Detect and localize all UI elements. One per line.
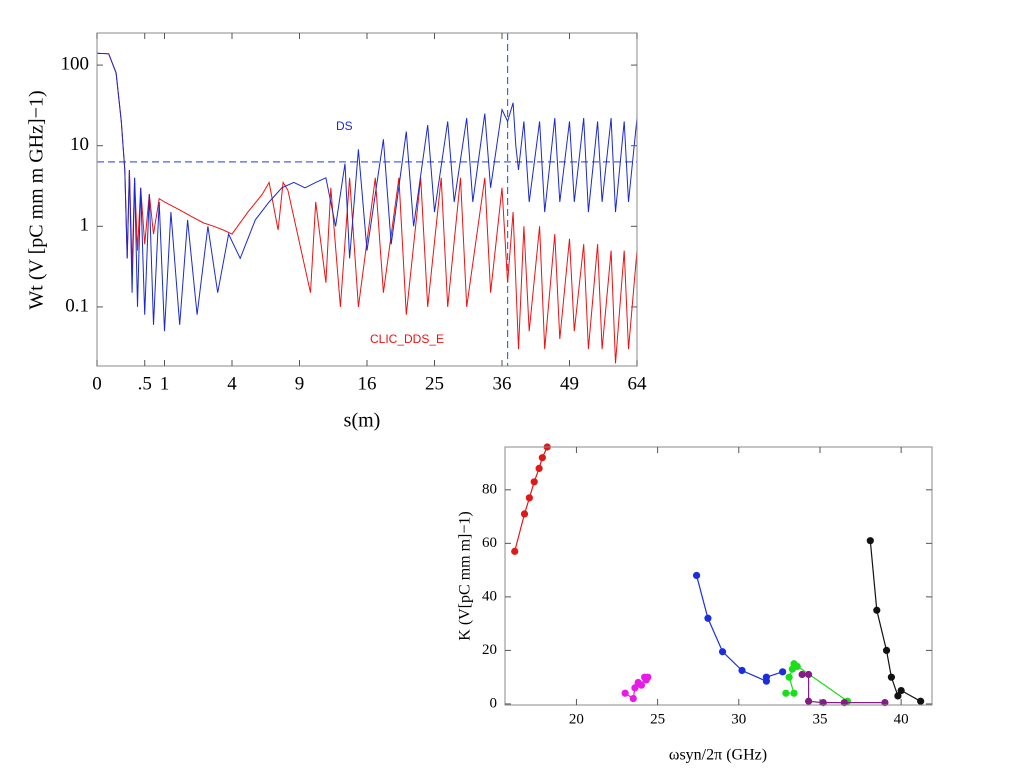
point: [873, 606, 881, 614]
point: [866, 537, 874, 545]
y-tick-label: 1: [80, 215, 90, 236]
x-tick-label: 25: [425, 373, 444, 394]
point: [631, 684, 639, 692]
point: [718, 648, 727, 656]
point: [525, 494, 533, 502]
x-tick-label: 16: [358, 373, 377, 394]
point: [790, 660, 798, 668]
x-tick-label: 4: [227, 373, 237, 394]
y-tick-label: 10: [70, 134, 89, 155]
x-tick-label: .5: [138, 373, 152, 394]
x-tick-label: 36: [493, 373, 512, 394]
x-tick-label: 64: [628, 373, 648, 394]
annotation: CLIC_DDS_E: [370, 332, 444, 346]
x-tick-label: 35: [812, 711, 827, 727]
point: [762, 673, 770, 681]
y-tick-label: 0: [490, 695, 498, 711]
x-tick-label: 20: [569, 711, 584, 727]
y-tick-label: 80: [482, 481, 497, 497]
point: [798, 670, 806, 679]
x-axis-label: ωsyn/2π (GHz): [669, 747, 767, 764]
point: [692, 571, 701, 580]
point: [530, 478, 538, 486]
y-tick-label: 40: [482, 588, 497, 604]
x-tick-label: 1: [160, 373, 170, 394]
point: [785, 673, 793, 681]
point: [790, 689, 798, 697]
point: [840, 698, 848, 707]
point: [819, 698, 827, 707]
series-line: [696, 575, 783, 683]
point: [887, 673, 896, 681]
point: [511, 547, 519, 555]
x-axis-label: s(m): [344, 410, 381, 432]
point: [644, 673, 652, 681]
point: [637, 681, 645, 689]
y-tick-label: 20: [482, 642, 497, 658]
y-axis-label: K (V[pC mm m]−1): [457, 511, 474, 640]
point: [629, 694, 637, 703]
x-tick-label: 9: [295, 373, 305, 394]
point: [538, 454, 546, 462]
point: [805, 697, 813, 705]
point: [738, 666, 746, 675]
point: [779, 668, 787, 676]
point: [704, 614, 712, 622]
y-tick-label: 100: [61, 53, 90, 74]
x-tick-label: 0: [92, 373, 102, 394]
point: [882, 646, 891, 655]
plot-frame: [504, 446, 933, 706]
point: [621, 689, 629, 697]
y-axis-label: Wt (V [pC mm m GHz]−1): [26, 90, 48, 309]
y-tick-label: 60: [482, 535, 497, 551]
point: [535, 464, 543, 473]
x-tick-label: 49: [560, 373, 579, 394]
x-tick-label: 25: [650, 711, 665, 727]
plot-frame: [96, 32, 638, 367]
point: [805, 670, 813, 679]
point: [894, 692, 902, 700]
point: [917, 697, 925, 705]
point: [520, 510, 529, 518]
series-line: [97, 52, 637, 332]
annotation: DS: [336, 119, 353, 133]
y-tick-label: 0.1: [65, 295, 89, 316]
point: [782, 689, 790, 697]
series-line: [869, 540, 921, 702]
series-line: [97, 52, 637, 364]
x-tick-label: 30: [731, 711, 746, 727]
point: [881, 698, 889, 707]
x-tick-label: 40: [894, 711, 909, 727]
point: [897, 686, 905, 695]
